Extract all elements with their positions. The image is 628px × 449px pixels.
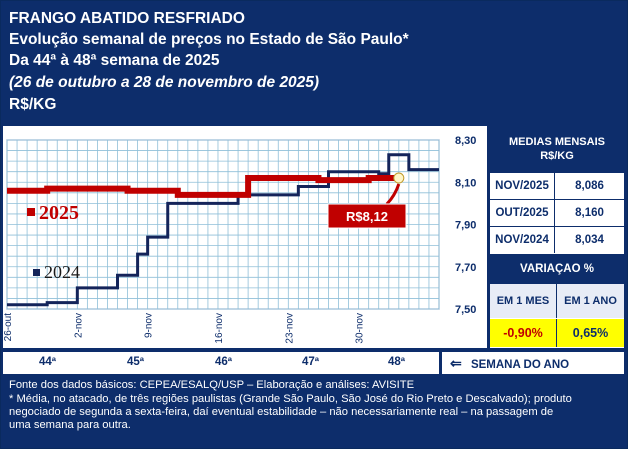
monthly-averages-title-line1: MEDIAS MENSAIS [509,136,605,148]
week-range: Da 44ª à 48ª semana de 2025 [9,52,220,69]
average-row-label: NOV/2025 [490,173,555,199]
chart-subtitle: Evolução semanal de preços no Estado de … [9,31,409,48]
average-row-value: 8,034 [575,234,604,246]
x-tick-label: 9-nov [144,313,155,338]
average-row: NOV/2024 8,034 [490,226,624,253]
series-line-2024 [7,153,439,307]
week-label: 46ª [215,356,233,368]
average-row-value: 8,160 [575,207,604,219]
variation-title: VARIAÇAO % [490,254,624,284]
x-tick-label: 30-nov [355,313,366,344]
week-axis: 44ª 45ª 46ª 47ª 48ª [3,352,439,374]
variation-month-value: -0,90% [490,319,557,347]
source-note: Fonte dos dados básicos: CEPEA/ESALQ/USP… [9,379,415,391]
monthly-averages-panel: MEDIAS MENSAIS R$/KG NOV/2025 8,086 OUT/… [490,126,624,348]
week-axis-title: SEMANA DO ANO [470,359,570,371]
legend-label-2024: 2024 [44,262,80,282]
footnote-line: negociado de segunda a sexta-feira, daí … [9,406,554,418]
footnote-line: * Média, no atacado, de três regiões pau… [9,393,572,405]
average-row: OUT/2025 8,160 [490,199,624,226]
callout-pointer [385,183,401,206]
week-label: 44ª [39,356,57,368]
callout-box [327,203,407,229]
week-label: 47ª [302,356,320,368]
y-tick-label: 7,50 [455,304,476,316]
legend-label-2025: 2025 [39,202,79,224]
legend-swatch-2024 [33,269,40,276]
week-axis-label: ⇐ SEMANA DO ANO [442,352,624,374]
unit-label: R$/KG [9,96,57,113]
x-tick-label: 26-out [3,313,14,342]
x-tick-label: 2-nov [73,313,84,338]
week-label: 45ª [127,356,145,368]
x-tick-label: 23-nov [284,313,295,344]
average-row-label: OUT/2025 [490,200,555,226]
product-title: FRANGO ABATIDO RESFRIADO [9,10,245,27]
y-tick-label: 7,70 [455,262,476,274]
last-point-marker [393,172,405,184]
x-tick-label: 16-nov [214,313,225,344]
variation-year-value: 0,65% [557,319,624,347]
callout-value: R$8,12 [346,209,388,224]
series-line-2025 [7,175,399,198]
variation-month-header: EM 1 MES [490,284,557,318]
average-row-label: NOV/2024 [490,227,555,253]
week-label: 48ª [388,356,406,368]
y-tick-label: 8,10 [455,177,476,189]
header: FRANGO ABATIDO RESFRIADO Evolução semana… [3,3,623,121]
footnote-line: uma semana para outra. [9,419,131,431]
y-tick-label: 7,90 [455,220,476,232]
monthly-averages-title-line2: R$/KG [540,150,574,162]
chart-svg: 7,50 7,70 7,90 8,10 8,30 26-out 2-nov 9-nov 16-n… [3,135,476,344]
date-range: (26 de outubro a 28 de novembro de 2025) [9,74,320,91]
footer-notes: Fonte dos dados básicos: CEPEA/ESALQ/USP… [3,378,623,444]
average-row: NOV/2025 8,086 [490,172,624,199]
legend-swatch-2025 [27,208,35,216]
price-chart: 7,50 7,70 7,90 8,10 8,30 26-out 2-nov 9-nov 16-n… [3,126,487,348]
y-tick-label: 8,30 [455,135,476,147]
variation-year-header: EM 1 ANO [557,284,624,318]
monthly-averages-title: MEDIAS MENSAIS R$/KG [490,126,624,172]
left-arrow-icon: ⇐ [450,355,462,371]
average-row-value: 8,086 [575,180,604,192]
